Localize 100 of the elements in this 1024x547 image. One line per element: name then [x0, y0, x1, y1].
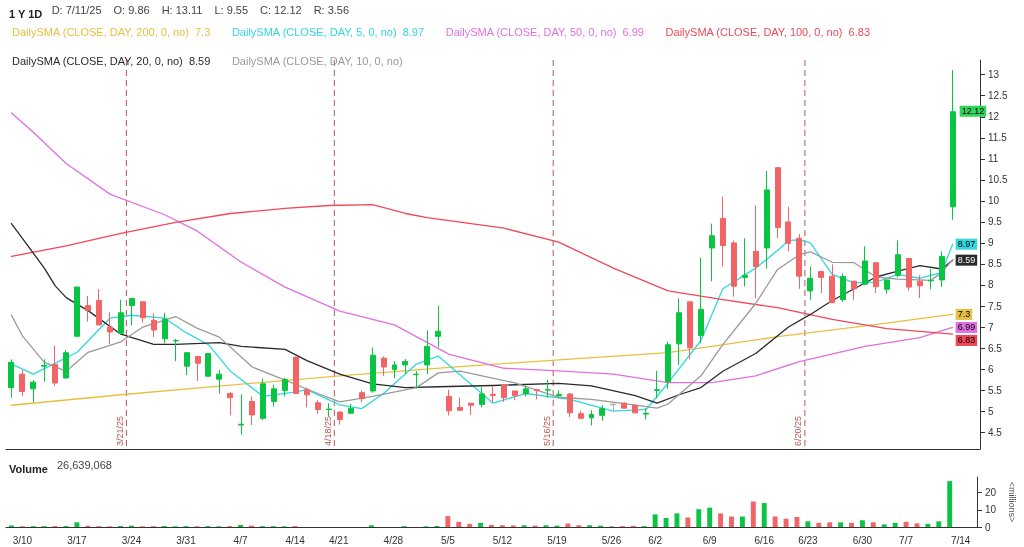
- y-tick-label: 9: [988, 237, 994, 249]
- x-tick-label: 5/5: [440, 534, 456, 546]
- y-tick-label: 10: [988, 195, 1000, 207]
- x-tick-label: 4/14: [285, 534, 306, 546]
- bar: [729, 516, 734, 527]
- bar: [936, 521, 942, 527]
- bar: [849, 522, 854, 527]
- candlestick: [129, 297, 135, 326]
- candlestick: [63, 349, 69, 380]
- candlestick: [665, 341, 671, 390]
- bar: [685, 517, 691, 527]
- y-tick-label: 12.5: [988, 90, 1008, 102]
- bar: [696, 509, 702, 527]
- line-series: [10, 112, 954, 384]
- y-tick-label: 7: [988, 321, 994, 333]
- text: H: 13.11: [161, 3, 203, 16]
- candlestick: [939, 250, 945, 288]
- data-label: 6.83: [957, 335, 976, 346]
- text: DailySMA (CLOSE, DAY, 200, 0, no) 7.3: [12, 26, 211, 38]
- candlestick: [118, 299, 124, 335]
- candlestick: [140, 301, 146, 323]
- candlestick: [30, 379, 36, 403]
- y-tick-label: 13: [988, 69, 1000, 81]
- candlestick: [413, 370, 419, 390]
- bar: [761, 503, 767, 527]
- candlestick: [884, 279, 890, 295]
- x-tick-label: 3/17: [67, 534, 88, 546]
- candlestick: [720, 196, 726, 267]
- x-tick-label: 6/9: [702, 534, 718, 546]
- bar: [489, 524, 494, 527]
- candlestick: [523, 385, 529, 397]
- text: C: 12.12: [260, 3, 302, 16]
- text: DailySMA (CLOSE, DAY, 10, 0, no): [231, 54, 403, 67]
- candlestick: [337, 411, 343, 426]
- candlestick: [96, 288, 102, 326]
- x-tick-label: 3/24: [121, 534, 142, 546]
- candlestick: [753, 205, 759, 299]
- candlestick: [238, 393, 244, 436]
- candlestick: [632, 404, 638, 414]
- candlestick: [807, 265, 813, 301]
- bar: [783, 518, 789, 527]
- bar: [478, 522, 484, 527]
- text: O: 9.86: [113, 3, 150, 16]
- bar: [925, 523, 931, 527]
- candlestick: [19, 369, 25, 397]
- candlestick: [402, 358, 408, 375]
- candlestick: [151, 313, 157, 338]
- x-tick-label: 3/31: [176, 534, 197, 546]
- candlestick: [950, 69, 956, 221]
- candlestick: [687, 301, 693, 360]
- candlestick: [764, 170, 770, 270]
- y-tick-label: 7.5: [988, 300, 1003, 312]
- x-tick-label: 4/21: [329, 534, 349, 546]
- candlestick: [928, 268, 934, 290]
- bar: [892, 522, 898, 527]
- candlestick: [173, 338, 179, 362]
- bar: [750, 501, 756, 527]
- candlestick: [446, 389, 452, 416]
- y-tick-label: 12: [988, 111, 1000, 123]
- x-tick-label: 5/26: [601, 534, 622, 546]
- candlestick: [282, 377, 288, 397]
- bar: [772, 516, 778, 527]
- bar: [707, 507, 713, 527]
- bar: [838, 522, 844, 527]
- candlestick: [785, 206, 791, 252]
- candlestick: [260, 378, 266, 421]
- annotation: 5/16/25: [541, 415, 552, 446]
- candlestick: [578, 410, 584, 420]
- candlestick: [348, 403, 354, 415]
- candlestick: [304, 387, 310, 408]
- candlestick: [249, 395, 255, 426]
- text: D: 7/11/25: [51, 3, 102, 16]
- bar: [74, 522, 80, 527]
- y-tick-label: 10: [984, 504, 997, 516]
- candlestick: [392, 360, 397, 379]
- bar: [663, 518, 669, 527]
- candlestick: [621, 401, 627, 409]
- y-tick-label: 0: [984, 521, 991, 533]
- y-tick-label: 6.5: [988, 342, 1003, 354]
- line-series: [10, 204, 954, 335]
- candlestick: [851, 280, 857, 301]
- candlestick: [271, 384, 277, 408]
- candlestick: [567, 392, 573, 418]
- y-tick-label: 10.5: [988, 174, 1008, 186]
- x-tick-label: 6/30: [852, 534, 873, 546]
- y-tick-label: 20: [984, 487, 997, 499]
- data-label: 7.3: [957, 309, 971, 320]
- x-tick-label: 7/7: [899, 534, 914, 546]
- candlestick: [742, 237, 748, 287]
- bar: [881, 524, 887, 527]
- candlestick: [676, 297, 682, 366]
- text: DailySMA (CLOSE, DAY, 100, 0, no) 6.83: [665, 26, 871, 38]
- x-tick-label: 5/12: [492, 534, 513, 546]
- text: L: 9.55: [214, 3, 249, 16]
- data-label: 8.59: [957, 255, 976, 266]
- candlestick: [534, 389, 540, 400]
- bar: [238, 524, 244, 527]
- bar: [947, 481, 953, 527]
- candlestick: [643, 407, 649, 421]
- candlestick: [205, 353, 211, 377]
